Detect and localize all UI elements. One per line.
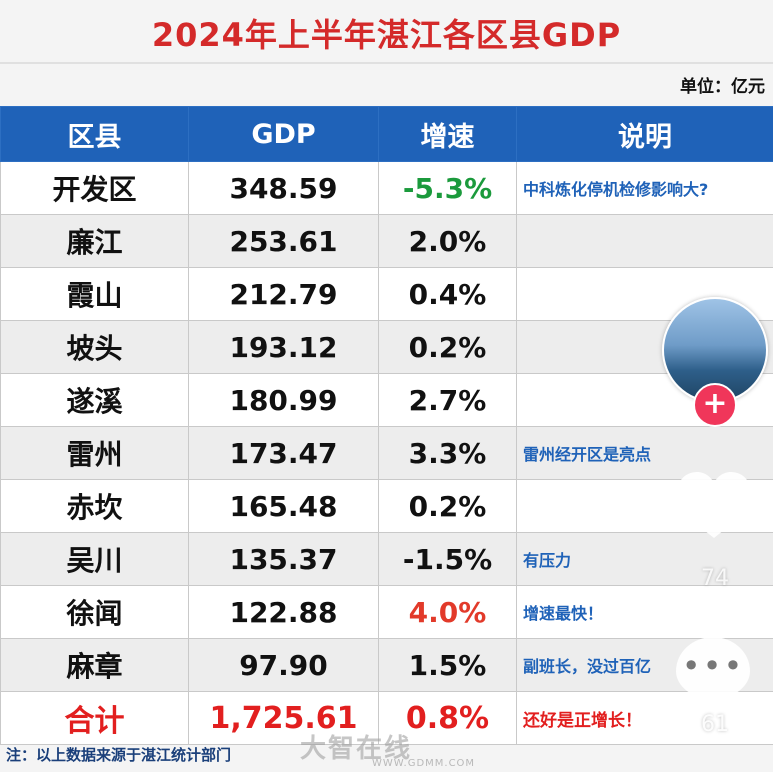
growth-cell: 2.7%	[378, 373, 517, 427]
district-cell: 徐闻	[0, 585, 189, 639]
growth-cell: 2.0%	[378, 214, 517, 268]
growth-cell: -1.5%	[378, 532, 517, 586]
gdp-cell: 135.37	[188, 532, 379, 586]
like-count: 74	[701, 566, 729, 591]
gdp-cell: 122.88	[188, 585, 379, 639]
table-row: 雷州 173.47 3.3% 雷州经开区是亮点	[0, 426, 773, 480]
table-row: 徐闻 122.88 4.0% 增速最快！	[0, 585, 773, 639]
table-row: 吴川 135.37 -1.5% 有压力	[0, 532, 773, 586]
page-title: 2024年上半年湛江各区县GDP	[151, 16, 622, 54]
growth-cell: 0.4%	[378, 267, 517, 321]
table-row: 廉江 253.61 2.0%	[0, 214, 773, 268]
district-cell: 雷州	[0, 426, 189, 480]
total-row: 合计 1,725.61 0.8% 还好是正增长！	[0, 691, 773, 745]
district-cell: 赤坎	[0, 479, 189, 533]
site-watermark-url: WWW.GDMM.COM	[372, 758, 476, 769]
note-cell: 增速最快！	[516, 585, 773, 639]
growth-cell: 1.5%	[378, 638, 517, 692]
note-cell: 中科炼化停机检修影响大?	[516, 161, 773, 215]
comment-icon[interactable]: •••	[676, 637, 750, 699]
growth-cell: 0.2%	[378, 479, 517, 533]
district-cell: 麻章	[0, 638, 189, 692]
district-cell: 坡头	[0, 320, 189, 374]
header-note: 说明	[516, 106, 773, 162]
footnote: 注：以上数据来源于湛江统计部门	[6, 746, 232, 764]
gdp-cell: 348.59	[188, 161, 379, 215]
table-row: 赤坎 165.48 0.2%	[0, 479, 773, 533]
district-cell: 霞山	[0, 267, 189, 321]
gdp-cell: 212.79	[188, 267, 379, 321]
district-cell: 吴川	[0, 532, 189, 586]
table-row: 麻章 97.90 1.5% 副班长，没过百亿	[0, 638, 773, 692]
site-watermark: 大智在线	[300, 734, 413, 764]
gdp-cell: 180.99	[188, 373, 379, 427]
total-label: 合计	[0, 691, 189, 745]
gdp-cell: 97.90	[188, 638, 379, 692]
note-cell: 有压力	[516, 532, 773, 586]
growth-cell: 4.0%	[378, 585, 517, 639]
gdp-cell: 193.12	[188, 320, 379, 374]
total-note: 还好是正增长！	[516, 691, 773, 745]
growth-cell: 0.2%	[378, 320, 517, 374]
note-cell: 雷州经开区是亮点	[516, 426, 773, 480]
note-cell	[516, 214, 773, 268]
district-cell: 开发区	[0, 161, 189, 215]
gdp-table: 区县 GDP 增速 说明 开发区 348.59 -5.3% 中科炼化停机检修影响…	[0, 106, 773, 745]
gdp-cell: 173.47	[188, 426, 379, 480]
table-row: 开发区 348.59 -5.3% 中科炼化停机检修影响大?	[0, 161, 773, 215]
gdp-cell: 253.61	[188, 214, 379, 268]
gdp-cell: 165.48	[188, 479, 379, 533]
table-row: 坡头 193.12 0.2%	[0, 320, 773, 374]
header-growth: 增速	[378, 106, 517, 162]
table-header-row: 区县 GDP 增速 说明	[0, 106, 773, 162]
table-row: 霞山 212.79 0.4%	[0, 267, 773, 321]
heart-icon[interactable]	[676, 470, 752, 542]
growth-cell: 3.3%	[378, 426, 517, 480]
header-district: 区县	[0, 106, 189, 162]
district-cell: 遂溪	[0, 373, 189, 427]
note-cell	[516, 267, 773, 321]
unit-label: 单位：亿元	[680, 77, 765, 97]
table-row: 遂溪 180.99 2.7%	[0, 373, 773, 427]
header-gdp: GDP	[188, 106, 379, 162]
district-cell: 廉江	[0, 214, 189, 268]
total-growth: 0.8%	[378, 691, 517, 745]
follow-plus-icon[interactable]: +	[693, 383, 737, 427]
growth-cell: -5.3%	[378, 161, 517, 215]
comment-count: 61	[701, 712, 729, 737]
title-divider	[0, 62, 773, 64]
total-gdp: 1,725.61	[188, 691, 379, 745]
